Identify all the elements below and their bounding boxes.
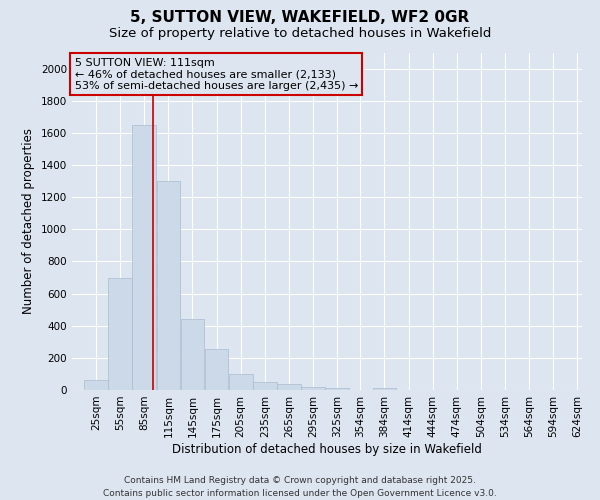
Bar	[325, 388, 349, 390]
Bar	[157, 181, 180, 390]
Bar	[253, 382, 277, 390]
Bar	[277, 384, 301, 390]
Bar	[109, 278, 132, 390]
Text: 5 SUTTON VIEW: 111sqm
← 46% of detached houses are smaller (2,133)
53% of semi-d: 5 SUTTON VIEW: 111sqm ← 46% of detached …	[74, 58, 358, 91]
Bar	[205, 349, 229, 390]
Bar	[301, 387, 325, 390]
Bar	[84, 380, 108, 390]
Text: Contains HM Land Registry data © Crown copyright and database right 2025.
Contai: Contains HM Land Registry data © Crown c…	[103, 476, 497, 498]
Text: 5, SUTTON VIEW, WAKEFIELD, WF2 0GR: 5, SUTTON VIEW, WAKEFIELD, WF2 0GR	[130, 10, 470, 25]
Bar	[181, 320, 205, 390]
Text: Size of property relative to detached houses in Wakefield: Size of property relative to detached ho…	[109, 28, 491, 40]
X-axis label: Distribution of detached houses by size in Wakefield: Distribution of detached houses by size …	[172, 442, 482, 456]
Y-axis label: Number of detached properties: Number of detached properties	[22, 128, 35, 314]
Bar	[133, 125, 156, 390]
Bar	[373, 388, 396, 390]
Bar	[229, 374, 253, 390]
